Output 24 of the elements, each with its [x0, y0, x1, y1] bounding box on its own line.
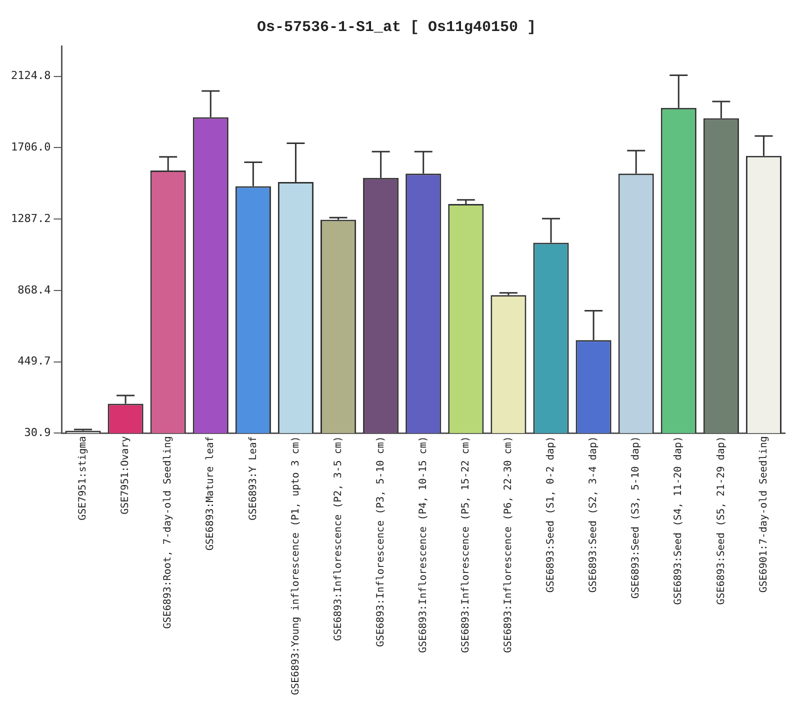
y-tick-label: 449.7	[18, 354, 51, 368]
x-tick-label: GSE6893:Y Leaf	[248, 436, 259, 520]
x-tick-label: GSE6893:Seed (S3, 5-10 dap)	[630, 436, 642, 599]
x-tick-label: GSE6893:Mature leaf	[205, 436, 216, 551]
y-tick-label: 1706.0	[10, 140, 51, 154]
x-tick-label: GSE6893:Inflorescence (P6, 22-30 cm)	[503, 436, 514, 653]
y-tick-label: 2124.8	[10, 69, 51, 82]
x-tick-label: GSE6893:Young inflorescence (P1, upto 3 cm)	[290, 436, 302, 696]
x-tick-label: GSE6893:Inflorescence (P4, 10-15 cm)	[418, 436, 429, 653]
x-tick-label: GSE7951:stigma	[78, 436, 89, 520]
x-tick-label: GSE6893:Inflorescence (P2, 3-5 cm)	[332, 436, 344, 641]
x-tick-label: GSE6893:Seed (S2, 3-4 dap)	[588, 436, 600, 593]
x-tick-label: GSE6893:Seed (S1, 0-2 dap)	[546, 436, 557, 593]
x-tick-label: GSE6893:Seed (S5, 21-29 dap)	[716, 436, 727, 605]
y-tick-label: 868.4	[18, 283, 52, 296]
x-tick-label: GSE6893:Root, 7-day-old Seedling	[162, 436, 174, 629]
x-tick-label: GSE6893:Inflorescence (P3, 5-10 cm)	[375, 436, 386, 647]
x-tick-label: GSE6893:Seed (S4, 11-20 dap)	[673, 436, 684, 605]
x-tick-label: GSE7951:Ovary	[120, 436, 132, 514]
x-tick-label: GSE6901:7-day-old Seedling	[758, 436, 770, 593]
y-tick-label: 30.9	[24, 426, 51, 439]
y-tick-label: 1287.2	[10, 212, 51, 225]
x-tick-label: GSE6893:Inflorescence (P5, 15-22 cm)	[460, 436, 472, 653]
chart-title: Os-57536-1-S1_at [ Os11g40150 ]	[256, 18, 536, 36]
